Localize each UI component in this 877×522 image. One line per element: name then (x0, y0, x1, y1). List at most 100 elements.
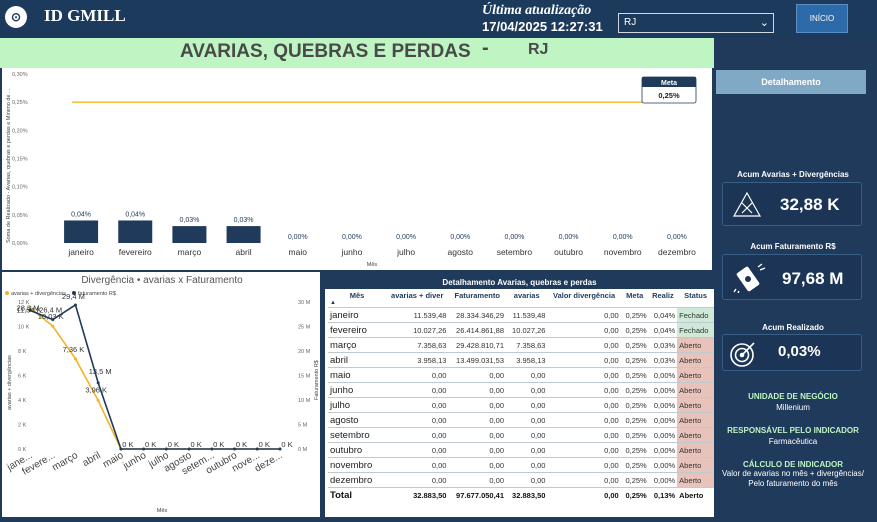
row-status: Aberto (677, 337, 714, 353)
point-faturamento[interactable] (51, 318, 55, 322)
table-header-0[interactable]: Mês ▲ (328, 290, 386, 308)
point-faturamento[interactable] (73, 303, 77, 307)
row-status: Aberto (677, 397, 714, 413)
table-cell: 0,00 (386, 367, 449, 383)
card-title-faturamento: Acum Faturamento R$ (750, 242, 836, 251)
table-row[interactable]: maio 0,00 0,00 0,00 0,00 0,25% 0,00% Aberto (328, 367, 714, 383)
point-faturamento[interactable] (119, 447, 123, 451)
meta-value: 0,25% (658, 91, 680, 100)
point-faturamento[interactable] (255, 447, 259, 451)
table-cell: 0,25% (620, 442, 649, 458)
legend-avarias[interactable]: avarias + divergências (11, 291, 66, 297)
row-status: Aberto (677, 457, 714, 473)
point-faturamento[interactable] (164, 447, 168, 451)
card-avarias: 32,88 K (722, 182, 862, 226)
table-row[interactable]: janeiro 11.539,48 28.334.346,29 11.539,48 0,… (328, 307, 714, 323)
table-row[interactable]: novembro 0,00 0,00 0,00 0,00 0,25% 0,00% Aberto (328, 457, 714, 473)
calc-title: CÁLCULO DE INDICADOR (743, 460, 843, 469)
legend-faturamento[interactable]: faturamento R$ (78, 291, 116, 297)
table-header-6[interactable]: Realiz (652, 291, 674, 300)
table-cell: 0,25% (620, 367, 649, 383)
row-status: Aberto (677, 442, 714, 458)
table-cell: 0,03% (648, 337, 678, 353)
table-header-3[interactable]: avarias (513, 291, 540, 300)
table-cell: 0,25% (620, 412, 649, 428)
point-faturamento[interactable] (233, 447, 237, 451)
legend-faturamento-marker (72, 291, 76, 295)
inicio-button[interactable]: INÍCIO (796, 4, 848, 33)
card-value-realizado: 0,03% (778, 343, 821, 360)
table-row[interactable]: abril 3.958,13 13.499.031,53 3.958,13 0,00 0,… (328, 352, 714, 368)
row-month: dezembro (328, 472, 386, 488)
detail-table: Mês ▲ avarias + diver Faturamento avarias Val… (328, 290, 714, 503)
table-cell: 0,00 (448, 427, 507, 443)
table-header-5[interactable]: Meta (626, 291, 644, 300)
row-status: Aberto (677, 427, 714, 443)
table-row[interactable]: março 7.358,63 29.428.810,71 7.358,63 0,00 0,… (328, 337, 714, 353)
table-cell: 0,00 (386, 442, 449, 458)
bar-março[interactable] (172, 226, 207, 243)
bar-y-tick: 0,10% (12, 185, 28, 191)
brand-name: ID GMILL (44, 6, 126, 25)
bar-abril[interactable] (226, 226, 261, 243)
table-row[interactable]: julho 0,00 0,00 0,00 0,00 0,25% 0,00% Aberto (328, 397, 714, 413)
table-cell: 0,00% (648, 472, 678, 488)
table-row[interactable]: agosto 0,00 0,00 0,00 0,00 0,25% 0,00% Aberto (328, 412, 714, 428)
bar-data-label: 0,03% (179, 217, 199, 224)
table-header-7[interactable]: Status (684, 291, 708, 300)
line-x-axis-label: Mês (157, 508, 168, 514)
point-faturamento[interactable] (187, 447, 191, 451)
table-cell: 0,00 (386, 397, 449, 413)
table-header-4[interactable]: Valor divergência (553, 291, 616, 300)
point-avarias[interactable] (51, 324, 55, 328)
row-month: novembro (328, 457, 386, 473)
point-faturamento[interactable] (142, 447, 146, 451)
row-month: julho (328, 397, 386, 413)
sort-asc-icon[interactable]: ▲ (330, 300, 336, 306)
line-y-tick-right: 5 M (298, 423, 308, 429)
label-faturamento: 13,5 M (89, 367, 112, 376)
table-row[interactable]: junho 0,00 0,00 0,00 0,00 0,25% 0,00% Aberto (328, 382, 714, 398)
meta-box-header (642, 77, 696, 87)
table-cell: 3.958,13 (386, 352, 449, 368)
table-cell: 0,00 (448, 442, 507, 458)
bar-janeiro[interactable] (64, 220, 99, 243)
point-faturamento[interactable] (28, 308, 32, 312)
label-avarias: 11,54 K (16, 306, 41, 315)
table-cell: 7.358,63 (506, 337, 548, 353)
point-faturamento[interactable] (278, 447, 282, 451)
bar-fevereiro[interactable] (118, 220, 153, 243)
table-cell: 0,00 (547, 307, 621, 323)
table-cell: 28.334.346,29 (448, 307, 507, 323)
table-header-row: Mês ▲ avarias + diver Faturamento avarias Val… (328, 290, 714, 308)
responsible-value: Farmacêutica (768, 437, 818, 446)
table-total-row[interactable]: Total 32.883,50 97.677.050,41 32.883,50 0,00… (328, 487, 714, 503)
bar-data-label: 0,00% (667, 234, 687, 241)
region-select[interactable]: RJ ⌄ (618, 13, 774, 33)
label-avarias: 7,36 K (63, 345, 85, 354)
card-value-avarias: 32,88 K (780, 195, 840, 214)
money-bills-icon (733, 263, 766, 293)
table-row[interactable]: fevereiro 10.027,26 26.414.861,88 10.027,26… (328, 322, 714, 338)
label-avarias: 0 K (259, 440, 270, 449)
table-row[interactable]: setembro 0,00 0,00 0,00 0,00 0,25% 0,00% Aberto (328, 427, 714, 443)
line-chart-panel: Divergência • avarias x Faturamento avari… (2, 272, 320, 517)
point-faturamento[interactable] (210, 447, 214, 451)
label-avarias: 0 K (168, 440, 179, 449)
table-cell: 0,00 (547, 382, 621, 398)
point-faturamento[interactable] (96, 381, 100, 385)
bar-data-label: 0,04% (125, 211, 145, 218)
table-row[interactable]: dezembro 0,00 0,00 0,00 0,00 0,25% 0,00% Aberto (328, 472, 714, 488)
calc-value: Valor de avarias no mês + divergências/ … (722, 469, 864, 488)
point-avarias[interactable] (96, 398, 100, 402)
table-cell: 0,00 (506, 382, 548, 398)
table-cell: 0,00 (506, 367, 548, 383)
point-avarias[interactable] (73, 357, 77, 361)
table-cell: 0,25% (620, 382, 649, 398)
table-row[interactable]: outubro 0,00 0,00 0,00 0,00 0,25% 0,00% Aberto (328, 442, 714, 458)
table-header-1[interactable]: avarias + diver (391, 291, 444, 300)
table-header-2[interactable]: Faturamento (454, 291, 500, 300)
bar-x-axis-label: Mês (367, 262, 378, 268)
table-cell: 0,00% (648, 367, 678, 383)
point-avarias[interactable] (28, 306, 32, 310)
